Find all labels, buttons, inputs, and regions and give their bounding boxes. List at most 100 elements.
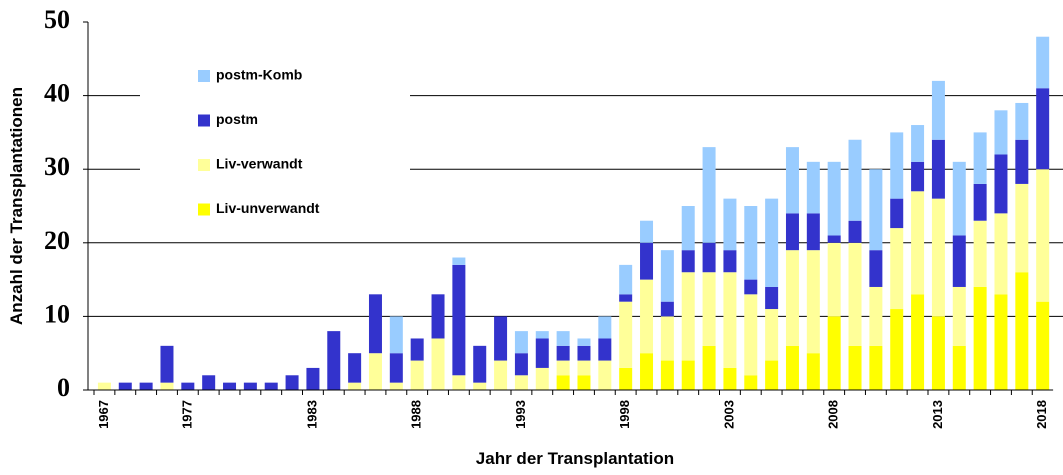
- bar-segment: [598, 316, 612, 339]
- bar-segment: [723, 367, 737, 390]
- bar-segment: [681, 272, 695, 361]
- bar-segment: [911, 294, 925, 390]
- bar-segment: [431, 338, 445, 390]
- bar-segment: [473, 345, 487, 383]
- bar-segment: [535, 367, 549, 390]
- bar-segment: [556, 360, 570, 376]
- bar-segment: [890, 228, 904, 310]
- bar-segment: [994, 154, 1008, 214]
- bar-segment: [702, 147, 716, 243]
- bar-segment: [681, 206, 695, 251]
- y-tick-label: 10: [44, 299, 70, 328]
- bar-segment: [452, 264, 466, 376]
- bar-segment: [744, 279, 758, 295]
- bar-segment: [931, 139, 945, 199]
- bar-segment: [598, 338, 612, 361]
- bar-segment: [952, 286, 966, 346]
- bar-segment: [911, 161, 925, 192]
- x-tick-label: 2013: [930, 400, 945, 429]
- bar-segment: [994, 294, 1008, 390]
- bar-segment: [702, 242, 716, 273]
- bar-segment: [160, 382, 174, 390]
- bar-segment: [640, 220, 654, 243]
- bar-segment: [890, 309, 904, 390]
- bar-segment: [1015, 102, 1029, 140]
- legend-label: postm: [216, 111, 258, 127]
- bar-segment: [577, 345, 591, 361]
- x-tick-label: 1988: [409, 400, 424, 429]
- bar-segment: [890, 132, 904, 199]
- bar-segment: [931, 80, 945, 140]
- bar-segment: [723, 250, 737, 273]
- bar-segment: [806, 250, 820, 354]
- bar-segment: [660, 316, 674, 361]
- bar-segment: [619, 264, 633, 295]
- bar-segment: [514, 375, 528, 390]
- bar-segment: [118, 382, 132, 390]
- bar-segment: [785, 213, 799, 251]
- bar-segment: [389, 353, 403, 383]
- bar-segment: [598, 360, 612, 390]
- bar-segment: [452, 375, 466, 390]
- bar-segment: [327, 331, 341, 390]
- x-tick-label: 1993: [513, 400, 528, 429]
- bar-segment: [702, 272, 716, 346]
- bar-segment: [723, 272, 737, 368]
- bar-segment: [890, 198, 904, 229]
- bar-segment: [514, 353, 528, 376]
- bar-segment: [368, 294, 382, 354]
- bar-segment: [848, 139, 862, 221]
- bar-segment: [285, 375, 299, 390]
- bar-segment: [931, 198, 945, 317]
- x-tick-label: 1967: [96, 400, 111, 429]
- bar-segment: [681, 250, 695, 273]
- bar-segment: [994, 213, 1008, 295]
- bar-segment: [827, 161, 841, 236]
- bar-segment: [494, 360, 508, 390]
- legend-swatch: [198, 70, 210, 82]
- bar-segment: [765, 198, 779, 287]
- bar-segment: [827, 242, 841, 317]
- bar-segment: [514, 331, 528, 354]
- bar-segment: [827, 316, 841, 390]
- x-tick-label: 2008: [826, 400, 841, 429]
- bar-segment: [848, 242, 862, 346]
- y-tick-label: 0: [57, 373, 70, 402]
- bar-segment: [97, 382, 111, 390]
- bar-segment: [973, 286, 987, 390]
- bar-segment: [848, 345, 862, 390]
- bar-segment: [806, 213, 820, 251]
- bar-segment: [243, 382, 257, 390]
- bar-segment: [1015, 139, 1029, 184]
- legend-swatch: [198, 114, 210, 127]
- bar-segment: [160, 345, 174, 383]
- bar-segment: [973, 220, 987, 287]
- bar-segment: [744, 294, 758, 376]
- bar-segment: [952, 345, 966, 390]
- bar-segment: [660, 250, 674, 302]
- bar-segment: [619, 301, 633, 368]
- bar-segment: [410, 338, 424, 361]
- bar-segment: [535, 331, 549, 339]
- bar-segment: [577, 375, 591, 390]
- bar-segment: [577, 338, 591, 346]
- bar-segment: [681, 360, 695, 390]
- y-axis-label: Anzahl der Transplantationen: [7, 87, 26, 325]
- bar-segment: [869, 250, 883, 287]
- x-tick-label: 1977: [179, 400, 194, 429]
- bar-segment: [785, 147, 799, 214]
- bar-segment: [952, 161, 966, 236]
- bar-segment: [931, 316, 945, 390]
- bar-segment: [181, 382, 195, 390]
- bar-segment: [952, 235, 966, 287]
- x-axis-label: Jahr der Transplantation: [476, 449, 674, 468]
- y-tick-label: 50: [44, 5, 70, 34]
- bar-segment: [348, 353, 362, 383]
- bar-segment: [869, 286, 883, 346]
- legend-box: [140, 55, 410, 235]
- bar-segment: [1036, 169, 1050, 302]
- y-tick-label: 20: [44, 226, 70, 255]
- bar-segment: [389, 382, 403, 390]
- x-tick-label: 1983: [304, 400, 319, 429]
- bar-segment: [869, 345, 883, 390]
